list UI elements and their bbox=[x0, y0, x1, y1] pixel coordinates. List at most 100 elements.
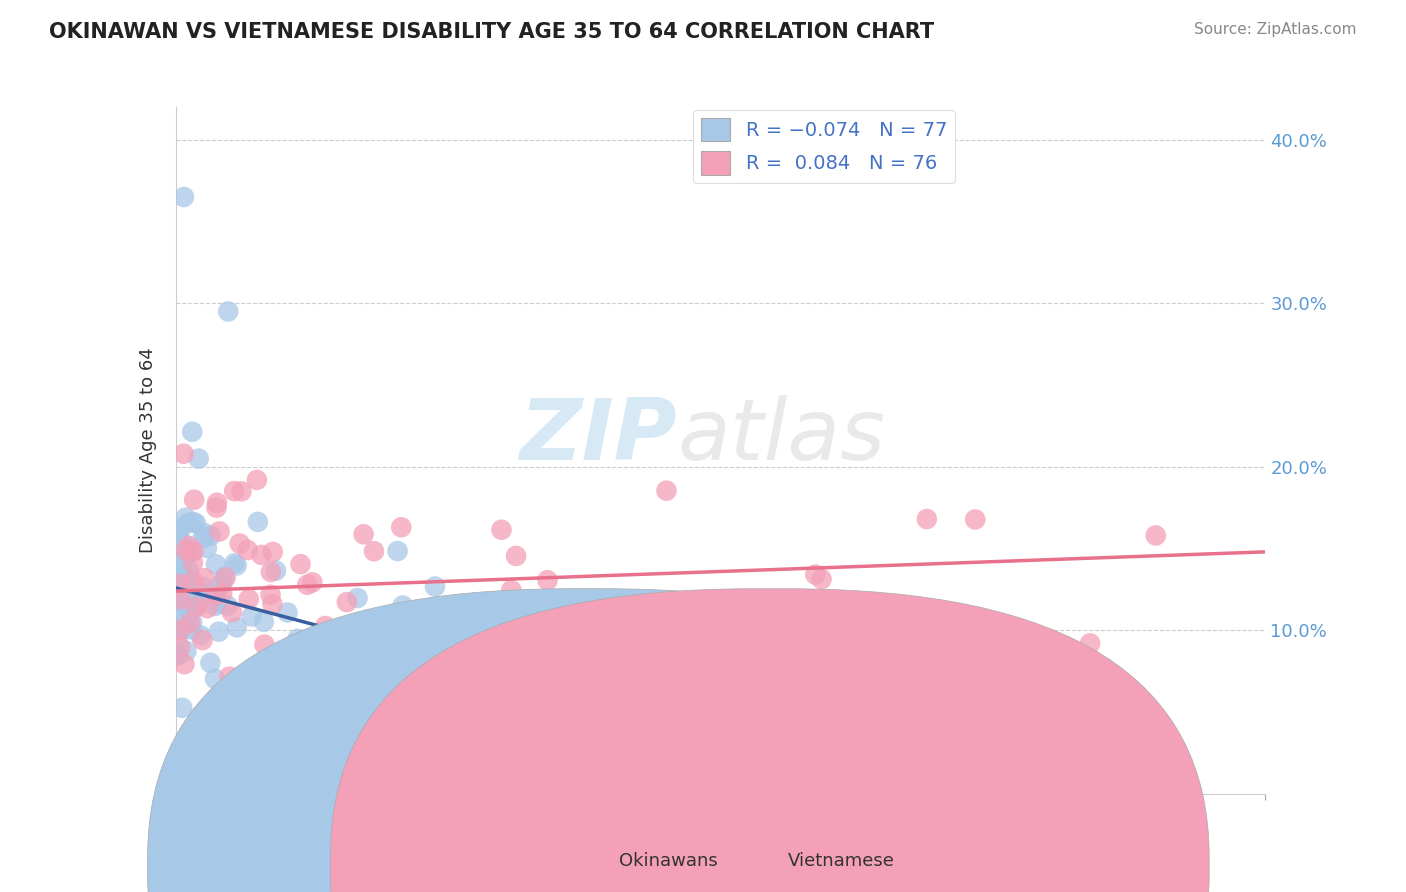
Point bbox=[231, 484, 253, 499]
Point bbox=[169, 640, 191, 655]
Point bbox=[167, 648, 190, 662]
Point bbox=[207, 596, 229, 610]
Text: 0.0%: 0.0% bbox=[176, 820, 221, 838]
Point bbox=[314, 619, 336, 633]
Point bbox=[170, 534, 193, 549]
Point bbox=[297, 578, 319, 592]
Point bbox=[505, 549, 527, 563]
Point bbox=[193, 571, 215, 585]
Point bbox=[465, 638, 488, 652]
Point bbox=[276, 650, 298, 665]
Point bbox=[173, 657, 195, 672]
Point bbox=[172, 567, 194, 582]
Point bbox=[238, 684, 260, 698]
Point bbox=[495, 638, 517, 652]
Point bbox=[169, 566, 191, 580]
Point bbox=[253, 615, 276, 629]
Point bbox=[195, 601, 218, 615]
Point bbox=[167, 626, 190, 640]
Point bbox=[508, 646, 530, 660]
Point bbox=[276, 606, 298, 620]
Point bbox=[205, 500, 228, 515]
Point bbox=[191, 532, 214, 546]
Legend: R = −0.074   N = 77, R =  0.084   N = 76: R = −0.074 N = 77, R = 0.084 N = 76 bbox=[693, 110, 955, 183]
Point bbox=[537, 650, 560, 665]
Point bbox=[221, 605, 243, 619]
Point bbox=[501, 583, 523, 598]
Point bbox=[387, 620, 409, 634]
Point bbox=[167, 545, 190, 559]
Point bbox=[170, 564, 193, 578]
Point bbox=[177, 516, 200, 530]
Point bbox=[170, 598, 193, 612]
Point bbox=[169, 543, 191, 558]
Point bbox=[183, 492, 205, 507]
Point bbox=[555, 632, 578, 647]
Point bbox=[389, 520, 412, 534]
Point bbox=[260, 565, 283, 579]
Point bbox=[195, 541, 218, 555]
Point bbox=[179, 597, 201, 611]
Point bbox=[173, 582, 195, 596]
Point bbox=[204, 599, 226, 613]
Point bbox=[180, 544, 202, 558]
Text: Source: ZipAtlas.com: Source: ZipAtlas.com bbox=[1194, 22, 1357, 37]
Point bbox=[482, 594, 505, 608]
Point bbox=[236, 543, 259, 558]
Point bbox=[212, 574, 235, 589]
Point bbox=[217, 599, 239, 613]
Point bbox=[172, 700, 194, 714]
Point bbox=[915, 512, 938, 526]
Point bbox=[1144, 528, 1167, 542]
Point bbox=[204, 672, 226, 686]
Text: atlas: atlas bbox=[678, 395, 884, 478]
Point bbox=[336, 595, 359, 609]
Point bbox=[177, 563, 200, 577]
Text: Vietnamese: Vietnamese bbox=[787, 852, 894, 870]
Point bbox=[287, 632, 309, 646]
Point bbox=[173, 190, 195, 204]
Point bbox=[208, 524, 231, 539]
Point bbox=[204, 589, 226, 603]
Point bbox=[167, 589, 190, 603]
Point bbox=[173, 615, 195, 630]
Point bbox=[624, 614, 647, 628]
Point bbox=[205, 558, 228, 572]
Point bbox=[173, 447, 195, 461]
Point bbox=[246, 473, 269, 487]
Point bbox=[353, 527, 375, 541]
Point bbox=[177, 542, 200, 557]
Point bbox=[181, 615, 204, 630]
Point bbox=[259, 588, 281, 602]
Point bbox=[191, 587, 214, 601]
Point bbox=[246, 515, 269, 529]
Point bbox=[167, 591, 190, 605]
Text: Okinawans: Okinawans bbox=[619, 852, 717, 870]
Point bbox=[225, 558, 247, 573]
Point bbox=[174, 510, 197, 524]
Point bbox=[214, 569, 236, 583]
Point bbox=[177, 539, 200, 553]
Point bbox=[176, 644, 198, 658]
Point bbox=[167, 648, 190, 663]
Point bbox=[169, 592, 191, 607]
Point bbox=[491, 523, 513, 537]
Point bbox=[423, 580, 446, 594]
Point bbox=[181, 515, 204, 529]
Point bbox=[810, 572, 832, 586]
Point bbox=[167, 525, 190, 540]
Point bbox=[209, 579, 232, 593]
Point bbox=[179, 616, 201, 631]
Point bbox=[217, 304, 239, 318]
Point bbox=[502, 619, 524, 633]
Text: ZIP: ZIP bbox=[519, 395, 678, 478]
Point bbox=[180, 604, 202, 618]
Point bbox=[167, 621, 190, 635]
Point bbox=[228, 536, 250, 550]
Point bbox=[224, 556, 246, 570]
Point bbox=[240, 609, 263, 624]
Point bbox=[363, 628, 385, 642]
Point bbox=[693, 595, 716, 609]
Point bbox=[301, 575, 323, 590]
Point bbox=[200, 529, 222, 543]
